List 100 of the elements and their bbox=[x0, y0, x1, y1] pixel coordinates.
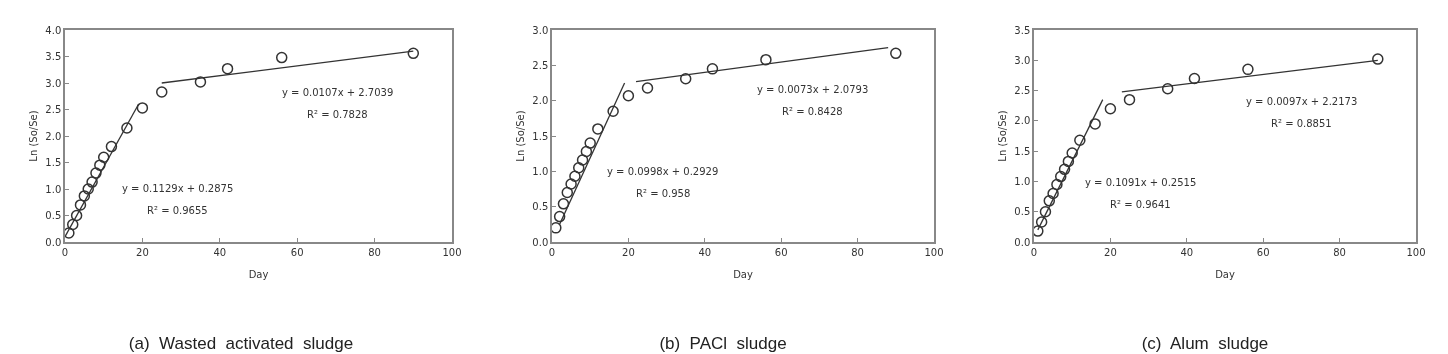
x-tick-label: 60 bbox=[774, 246, 788, 258]
point bbox=[121, 122, 133, 134]
point bbox=[97, 151, 110, 163]
y-axis-title: Ln (So/Se) bbox=[996, 110, 1008, 162]
y-tick-label: 1.5 bbox=[532, 130, 549, 142]
point bbox=[1066, 147, 1078, 159]
point bbox=[70, 209, 83, 222]
y-axis-title: Ln (So/Se) bbox=[27, 110, 39, 162]
point bbox=[760, 53, 772, 66]
point bbox=[105, 140, 118, 153]
point bbox=[275, 51, 288, 64]
x-tick-label: 20 bbox=[622, 246, 635, 258]
y-tick-label: 2.0 bbox=[532, 95, 549, 107]
annotation: y = 0.0107x + 2.7039 bbox=[282, 87, 394, 98]
y-tick-label: 0.0 bbox=[532, 236, 549, 248]
point bbox=[572, 162, 585, 174]
point bbox=[1161, 83, 1174, 95]
point bbox=[407, 47, 420, 60]
point bbox=[136, 102, 149, 114]
point bbox=[90, 167, 102, 179]
x-tick-label: 0 bbox=[1030, 246, 1038, 258]
text: (c) Alum sludge bbox=[1141, 333, 1269, 353]
point bbox=[565, 178, 577, 190]
x-axis-title: Day bbox=[248, 268, 269, 280]
x-tick-label: 60 bbox=[290, 246, 304, 258]
x-tick-label: 100 bbox=[1406, 246, 1426, 258]
point bbox=[94, 159, 106, 171]
x-tick-label: 0 bbox=[548, 246, 556, 258]
y-tick-label: 2.5 bbox=[1014, 85, 1031, 97]
point bbox=[622, 89, 635, 102]
x-tick-label: 40 bbox=[1180, 246, 1194, 258]
point bbox=[1074, 134, 1086, 146]
text: (b) PACl sludge bbox=[659, 333, 787, 353]
y-tick-label: 2.5 bbox=[45, 104, 62, 115]
point bbox=[580, 145, 593, 158]
point bbox=[1089, 118, 1101, 130]
y-tick-label: 0.5 bbox=[1014, 206, 1031, 218]
x-tick-label: 60 bbox=[1256, 246, 1270, 258]
point bbox=[592, 123, 604, 135]
point bbox=[1372, 53, 1384, 65]
annotation: y = 0.0097x + 2.2173 bbox=[1246, 96, 1358, 107]
y-tick-label: 2.0 bbox=[1014, 115, 1031, 127]
x-tick-label: 80 bbox=[851, 246, 864, 258]
annotation: R² = 0.9641 bbox=[1110, 199, 1171, 210]
x-tick-label: 40 bbox=[213, 246, 227, 258]
y-tick-label: 3.0 bbox=[45, 77, 62, 89]
point bbox=[706, 63, 719, 75]
x-tick-label: 100 bbox=[924, 246, 944, 258]
y-tick-label: 3.5 bbox=[45, 51, 62, 62]
point bbox=[1047, 187, 1059, 200]
point bbox=[890, 47, 902, 60]
annotation: y = 0.1129x + 0.2875 bbox=[122, 183, 234, 194]
point bbox=[607, 105, 619, 118]
point bbox=[1242, 63, 1254, 76]
x-tick-label: 20 bbox=[1104, 246, 1117, 258]
point bbox=[1058, 163, 1071, 176]
y-tick-label: 3.5 bbox=[1014, 24, 1031, 36]
point bbox=[1188, 72, 1201, 85]
point bbox=[82, 183, 94, 195]
point bbox=[1054, 170, 1067, 183]
point bbox=[1043, 195, 1056, 207]
point bbox=[1062, 155, 1075, 168]
point bbox=[561, 186, 574, 199]
annotation: R² = 0.9655 bbox=[147, 205, 208, 216]
point bbox=[74, 199, 87, 211]
annotation: R² = 0.8428 bbox=[782, 106, 843, 117]
x-tick-label: 100 bbox=[442, 246, 462, 258]
y-tick-label: 2.5 bbox=[532, 59, 549, 71]
point bbox=[1123, 93, 1136, 106]
y-axis-title: Ln (So/Se) bbox=[514, 110, 526, 162]
y-tick-label: 0.5 bbox=[45, 210, 62, 221]
y-tick-label: 3.0 bbox=[1014, 54, 1031, 66]
point bbox=[86, 176, 98, 188]
y-tick-label: 0.5 bbox=[532, 201, 549, 213]
point bbox=[221, 62, 234, 75]
point bbox=[66, 218, 79, 231]
annotation: R² = 0.958 bbox=[636, 188, 691, 199]
x-tick-label: 80 bbox=[368, 246, 381, 258]
point bbox=[78, 190, 91, 202]
text: (a) Wasted activated sludge bbox=[128, 333, 354, 353]
point bbox=[1039, 205, 1052, 218]
y-tick-label: 1.5 bbox=[1014, 145, 1031, 157]
x-tick-label: 20 bbox=[136, 246, 149, 258]
point bbox=[156, 86, 168, 98]
x-axis-title: Day bbox=[1215, 268, 1235, 280]
y-tick-label: 0.0 bbox=[1014, 236, 1031, 248]
point bbox=[557, 198, 570, 210]
point bbox=[569, 170, 581, 183]
x-axis-title: Day bbox=[733, 268, 753, 280]
point bbox=[553, 210, 566, 223]
annotation: y = 0.0998x + 0.2929 bbox=[607, 166, 719, 177]
x-tick-label: 0 bbox=[61, 246, 69, 258]
y-tick-label: 1.5 bbox=[45, 157, 62, 168]
point bbox=[584, 137, 596, 149]
point bbox=[641, 82, 654, 94]
annotation: R² = 0.8851 bbox=[1271, 118, 1332, 129]
point bbox=[194, 76, 207, 88]
y-tick-label: 1.0 bbox=[532, 165, 549, 177]
point bbox=[1104, 102, 1117, 115]
point bbox=[1051, 178, 1063, 191]
